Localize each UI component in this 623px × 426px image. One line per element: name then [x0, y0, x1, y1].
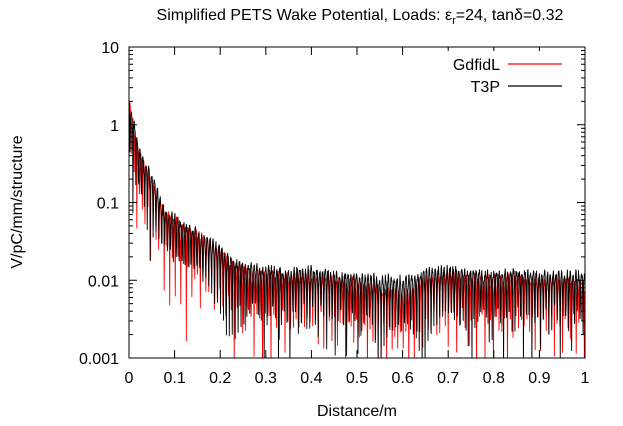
legend-label-t3p: T3P	[471, 79, 500, 96]
x-tick-label: 0.1	[163, 370, 185, 387]
chart-title-prefix: Simplified PETS Wake Potential, Loads: ε	[157, 7, 453, 24]
x-tick-label: 0.6	[391, 370, 413, 387]
chart-title-subscript: r	[452, 15, 456, 27]
x-tick-label: 0.7	[437, 370, 459, 387]
x-tick-label: 0.9	[528, 370, 550, 387]
chart-title: Simplified PETS Wake Potential, Loads: ε…	[157, 7, 564, 27]
y-tick-label: 0.001	[79, 351, 119, 368]
x-tick-label: 0.3	[255, 370, 277, 387]
series-line-t3p	[129, 99, 585, 358]
x-axis-ticks: 0 0.1 0.2 0.3 0.4 0.5 0.6 0.7 0.8 0.9 1	[125, 47, 590, 387]
x-tick-label: 0	[125, 370, 134, 387]
x-tick-label: 1	[581, 370, 590, 387]
legend-background	[428, 51, 580, 101]
chart-title-suffix: =24, tanδ=0.32	[456, 7, 564, 24]
x-tick-label: 0.4	[300, 370, 322, 387]
y-tick-label: 10	[101, 40, 119, 57]
legend: GdfidL T3P	[428, 51, 580, 101]
y-tick-label: 0.01	[88, 273, 119, 290]
x-tick-label: 0.8	[483, 370, 505, 387]
y-axis-ticks: 0.001 0.01 0.1 1 10	[79, 40, 585, 368]
x-tick-label: 0.2	[209, 370, 231, 387]
x-tick-label: 0.5	[346, 370, 368, 387]
y-axis-label: V/pC/mm/structure	[9, 135, 26, 268]
y-tick-label: 0.1	[97, 196, 119, 213]
series-layer	[129, 99, 585, 358]
legend-label-gdfidl: GdfidL	[453, 57, 500, 74]
x-axis-label: Distance/m	[317, 403, 397, 420]
y-tick-label: 1	[110, 118, 119, 135]
